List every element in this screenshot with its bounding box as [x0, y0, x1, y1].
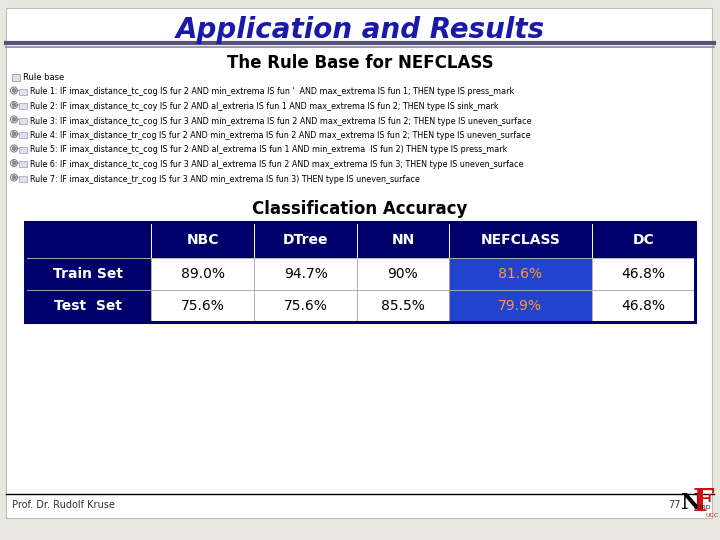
Text: DTree: DTree: [283, 233, 328, 247]
Circle shape: [12, 161, 16, 165]
Text: 75.6%: 75.6%: [284, 299, 328, 313]
FancyBboxPatch shape: [151, 290, 254, 322]
Text: 46.8%: 46.8%: [621, 267, 665, 281]
Circle shape: [12, 118, 16, 121]
FancyBboxPatch shape: [19, 176, 27, 181]
Text: 46.8%: 46.8%: [621, 299, 665, 313]
Text: Application and Results: Application and Results: [176, 16, 544, 44]
FancyBboxPatch shape: [592, 258, 695, 290]
FancyBboxPatch shape: [25, 258, 151, 290]
FancyBboxPatch shape: [254, 258, 357, 290]
Text: Rule 7: IF imax_distance_tr_cog IS fur 3 AND min_extrema IS fun 3) THEN type IS : Rule 7: IF imax_distance_tr_cog IS fur 3…: [30, 174, 420, 184]
Text: 77: 77: [668, 500, 680, 510]
Text: NBC: NBC: [186, 233, 219, 247]
FancyBboxPatch shape: [357, 290, 449, 322]
FancyBboxPatch shape: [19, 103, 27, 109]
FancyBboxPatch shape: [19, 161, 27, 167]
Circle shape: [12, 176, 16, 179]
Text: 94.7%: 94.7%: [284, 267, 328, 281]
Text: 90%: 90%: [387, 267, 418, 281]
FancyBboxPatch shape: [19, 89, 27, 94]
FancyBboxPatch shape: [12, 74, 20, 81]
Text: Rule 2: IF imax_distance_tc_coy IS fur 2 AND al_extreria IS fun 1 AND max_extrem: Rule 2: IF imax_distance_tc_coy IS fur 2…: [30, 102, 499, 111]
Circle shape: [12, 147, 16, 150]
Text: Rule 1: IF imax_distance_tc_cog IS fur 2 AND min_extrema IS fun '  AND max_extre: Rule 1: IF imax_distance_tc_cog IS fur 2…: [30, 87, 514, 97]
FancyBboxPatch shape: [19, 132, 27, 138]
Text: F: F: [693, 487, 714, 518]
FancyBboxPatch shape: [592, 222, 695, 258]
Text: 81.6%: 81.6%: [498, 267, 542, 281]
Text: Classification Accuracy: Classification Accuracy: [252, 200, 468, 218]
FancyBboxPatch shape: [19, 118, 27, 124]
FancyBboxPatch shape: [25, 290, 151, 322]
FancyBboxPatch shape: [25, 222, 151, 258]
Text: NEFCLASS: NEFCLASS: [480, 233, 560, 247]
Text: Train Set: Train Set: [53, 267, 123, 281]
Text: Rule 3: IF imax_distance_tc_cog IS fur 3 AND min_extrema IS fun 2 AND max_extrem: Rule 3: IF imax_distance_tc_cog IS fur 3…: [30, 117, 531, 125]
FancyBboxPatch shape: [449, 258, 592, 290]
FancyBboxPatch shape: [357, 222, 449, 258]
Text: EURD: EURD: [693, 505, 711, 510]
Text: NN: NN: [392, 233, 415, 247]
Text: Rule 4: IF imax_distance_tr_cog IS fur 2 AND min_extrema IS fun 2 AND max_extrem: Rule 4: IF imax_distance_tr_cog IS fur 2…: [30, 131, 531, 140]
Text: DC: DC: [633, 233, 654, 247]
Text: N: N: [681, 492, 701, 514]
Text: 89.0%: 89.0%: [181, 267, 225, 281]
Text: The Rule Base for NEFCLASS: The Rule Base for NEFCLASS: [227, 54, 493, 72]
Circle shape: [12, 89, 16, 92]
Text: UCC: UCC: [706, 513, 719, 518]
FancyBboxPatch shape: [151, 222, 254, 258]
FancyBboxPatch shape: [254, 222, 357, 258]
Circle shape: [12, 132, 16, 136]
FancyBboxPatch shape: [6, 8, 712, 518]
Text: Rule 6: IF imax_distance_tc_cog IS fur 3 AND al_extrema IS fun 2 AND max_extrema: Rule 6: IF imax_distance_tc_cog IS fur 3…: [30, 160, 523, 169]
FancyBboxPatch shape: [449, 290, 592, 322]
Text: Test  Set: Test Set: [54, 299, 122, 313]
Text: 85.5%: 85.5%: [381, 299, 425, 313]
FancyBboxPatch shape: [449, 222, 592, 258]
FancyBboxPatch shape: [592, 290, 695, 322]
Text: Rule base: Rule base: [23, 73, 64, 82]
Text: Rule 5: IF imax_distance_tc_cog IS fur 2 AND al_extrema IS fun 1 AND min_extrema: Rule 5: IF imax_distance_tc_cog IS fur 2…: [30, 145, 508, 154]
FancyBboxPatch shape: [357, 258, 449, 290]
Text: 79.9%: 79.9%: [498, 299, 542, 313]
Text: Prof. Dr. Rudolf Kruse: Prof. Dr. Rudolf Kruse: [12, 500, 115, 510]
Circle shape: [12, 104, 16, 106]
Text: 75.6%: 75.6%: [181, 299, 225, 313]
FancyBboxPatch shape: [151, 258, 254, 290]
FancyBboxPatch shape: [19, 146, 27, 152]
FancyBboxPatch shape: [254, 290, 357, 322]
